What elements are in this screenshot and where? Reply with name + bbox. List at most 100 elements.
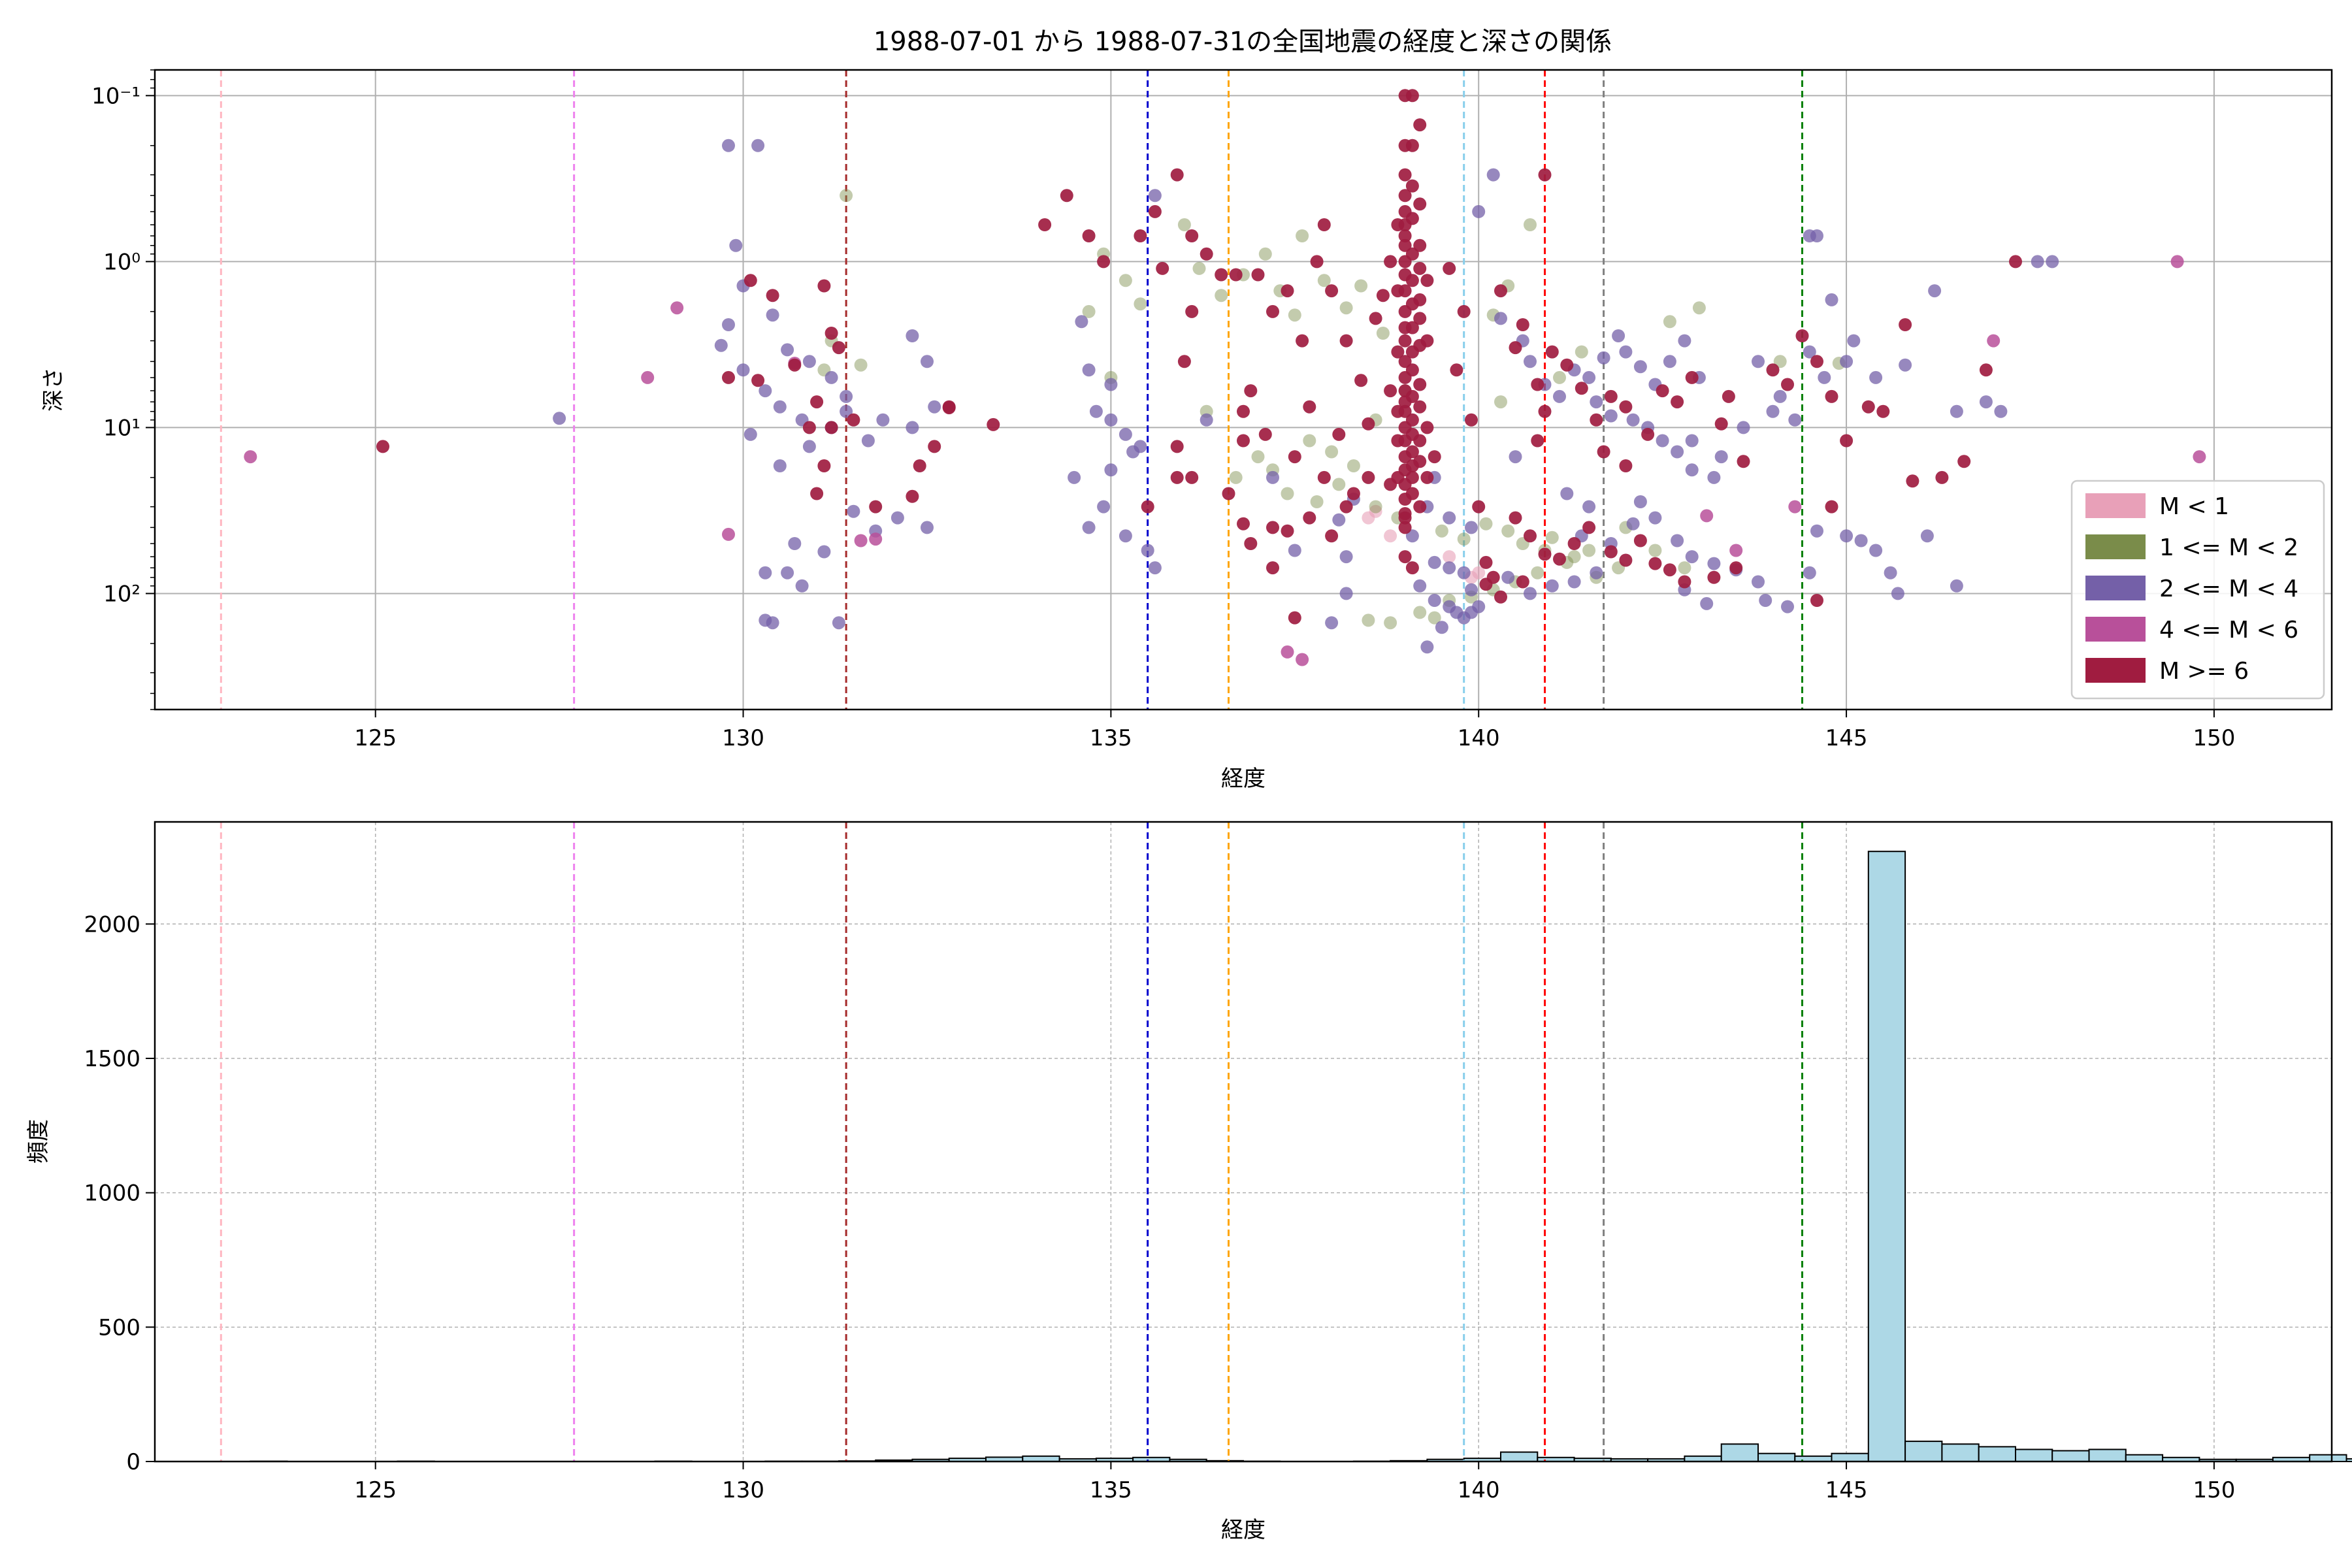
scatter-point <box>1685 370 1699 384</box>
scatter-point <box>1185 304 1199 318</box>
scatter-point <box>1317 470 1331 484</box>
histogram-bar <box>2309 1454 2347 1462</box>
scatter-y-tick-label: 10⁰ <box>103 249 140 275</box>
scatter-point <box>906 329 919 342</box>
histogram-frame <box>154 821 2333 1463</box>
scatter-point <box>1457 304 1471 318</box>
scatter-point <box>1398 550 1412 564</box>
scatter-x-label: 経度 <box>1221 766 1266 792</box>
scatter-point <box>788 537 802 550</box>
scatter-point <box>1251 268 1265 282</box>
scatter-point <box>1582 500 1596 514</box>
scatter-point <box>1148 204 1162 218</box>
scatter-point <box>1177 218 1191 231</box>
histogram-bars <box>250 851 2352 1463</box>
scatter-point <box>1339 550 1353 564</box>
scatter-point <box>1398 189 1412 203</box>
scatter-point <box>1325 616 1339 630</box>
scatter-point <box>1825 500 1838 514</box>
scatter-point <box>1244 537 1258 550</box>
scatter-point <box>1810 524 1823 538</box>
scatter-point <box>1237 434 1250 448</box>
scatter-point <box>921 355 934 368</box>
scatter-point <box>1671 534 1684 547</box>
scatter-point <box>1119 529 1132 543</box>
scatter-point <box>1082 363 1096 377</box>
scatter-point <box>722 370 735 384</box>
scatter-point <box>1405 413 1419 427</box>
scatter-point <box>1479 517 1493 531</box>
scatter-point <box>1347 459 1360 472</box>
scatter-point <box>1097 500 1111 514</box>
scatter-point <box>1413 238 1427 252</box>
scatter-point <box>876 413 890 427</box>
scatter-point <box>1413 606 1427 619</box>
histogram-bar <box>1500 1451 1539 1463</box>
scatter-point <box>1339 587 1353 600</box>
scatter-point <box>1567 550 1581 564</box>
scatter-point <box>1104 378 1118 391</box>
scatter-point <box>1405 529 1419 543</box>
scatter-point <box>1479 555 1493 569</box>
scatter-point <box>825 421 838 434</box>
scatter-point <box>928 440 941 453</box>
scatter-point <box>1288 544 1301 557</box>
scatter-point <box>244 450 257 464</box>
scatter-point <box>1899 318 1912 331</box>
scatter-point <box>1288 611 1301 625</box>
scatter-point <box>832 341 845 355</box>
scatter-point <box>1339 334 1353 348</box>
scatter-point <box>1524 587 1537 600</box>
scatter-point <box>802 421 816 434</box>
scatter-point <box>1950 579 1963 593</box>
scatter-x-tick-label: 150 <box>2193 725 2235 751</box>
scatter-point <box>736 363 750 377</box>
scatter-point <box>1810 355 1823 368</box>
scatter-point <box>773 459 787 472</box>
scatter-point <box>1729 544 1743 557</box>
histogram-y-tick-label: 1000 <box>84 1181 140 1207</box>
scatter-point <box>1766 404 1780 418</box>
scatter-point <box>840 389 853 403</box>
scatter-point <box>1590 395 1603 409</box>
scatter-point <box>1339 500 1353 514</box>
legend-label-m-1-2: 1 <= M < 2 <box>2159 534 2298 561</box>
scatter-point <box>1957 455 1971 468</box>
scatter-point <box>1457 566 1471 580</box>
scatter-point <box>1420 470 1434 484</box>
histogram-grid <box>155 822 2332 1462</box>
scatter-x-tick-label: 145 <box>1825 725 1868 751</box>
scatter-point <box>1692 301 1706 315</box>
chart-title: 1988-07-01 から 1988-07-31の全国地震の経度と深さの関係 <box>874 27 1612 57</box>
scatter-point <box>1906 474 1919 488</box>
scatter-point <box>1435 524 1448 538</box>
scatter-point <box>1097 255 1111 269</box>
scatter-point <box>722 139 735 152</box>
scatter-point <box>825 327 838 340</box>
scatter-point <box>1869 544 1883 557</box>
scatter-point <box>751 139 765 152</box>
scatter-point <box>1531 378 1544 391</box>
scatter-point <box>1310 255 1324 269</box>
scatter-point <box>1575 345 1588 359</box>
scatter-point <box>1678 575 1691 589</box>
scatter-point <box>1391 470 1405 484</box>
scatter-point <box>766 289 779 302</box>
scatter-point <box>1420 334 1434 348</box>
scatter-point <box>1994 404 2008 418</box>
scatter-point <box>1545 579 1559 593</box>
legend-swatch-m-2-4 <box>2085 576 2146 600</box>
scatter-point <box>847 413 860 427</box>
scatter-point <box>1384 255 1397 269</box>
scatter-point <box>1303 400 1316 414</box>
scatter-point <box>1891 587 1904 600</box>
scatter-point <box>2031 255 2044 269</box>
scatter-point <box>1553 552 1566 566</box>
scatter-point <box>1457 532 1471 546</box>
histogram-plot: 125 130 135 140 145 150 0 500 1000 1500 2000 経度 頻… <box>25 821 2352 1543</box>
scatter-point <box>1803 566 1816 580</box>
scatter-point <box>1781 378 1794 391</box>
scatter-point <box>1237 517 1250 531</box>
scatter-point <box>2009 255 2022 269</box>
scatter-point <box>1899 358 1912 372</box>
